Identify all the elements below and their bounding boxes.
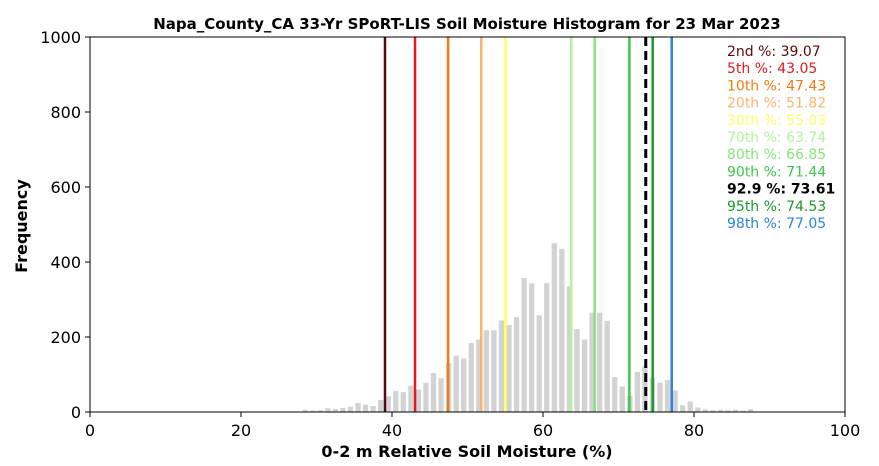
histogram-bar-27 (506, 325, 512, 412)
histogram-bar-49 (672, 390, 678, 412)
histogram-bar-59 (747, 409, 754, 412)
histogram-bar-56 (725, 410, 731, 413)
histogram-bar-14 (408, 385, 414, 412)
x-tick-label-3: 60 (533, 421, 553, 440)
y-tick-label-0: 0 (71, 403, 81, 422)
histogram-bar-23 (476, 339, 482, 413)
histogram-bar-3 (325, 408, 331, 412)
histogram-bar-21 (461, 358, 467, 413)
histogram-bar-37 (581, 339, 588, 413)
legend-entry-4: 30th %: 55.03 (727, 113, 826, 129)
histogram-bar-4 (332, 409, 339, 412)
histogram-bars (302, 243, 754, 413)
histogram-bar-41 (612, 377, 618, 413)
y-tick-label-2: 400 (50, 253, 81, 272)
histogram-bar-54 (710, 410, 716, 413)
histogram-bar-38 (589, 312, 595, 413)
histogram-bar-25 (491, 330, 497, 412)
histogram-bar-52 (695, 407, 701, 412)
histogram-bar-28 (513, 317, 520, 413)
histogram-bar-7 (355, 403, 361, 412)
legend-entry-5: 70th %: 63.74 (727, 130, 826, 146)
x-tick-label-0: 0 (85, 421, 95, 440)
histogram-bar-2 (317, 410, 323, 413)
y-tick-label-5: 1000 (40, 28, 81, 47)
percentile-lines (383, 37, 673, 412)
histogram-bar-16 (423, 382, 429, 412)
histogram-bar-51 (687, 401, 693, 412)
histogram-bar-57 (732, 409, 739, 412)
histogram-bar-58 (740, 410, 746, 412)
histogram-bar-24 (483, 330, 490, 412)
histogram-bar-32 (544, 283, 550, 412)
legend-entry-6: 80th %: 66.85 (727, 147, 826, 163)
histogram-bar-15 (415, 389, 422, 412)
plot-frame (89, 36, 846, 413)
histogram-bar-39 (596, 312, 603, 413)
histogram-bar-30 (529, 283, 535, 413)
legend-entry-0: 2nd %: 39.07 (727, 44, 821, 60)
histogram-bar-5 (340, 407, 346, 413)
histogram-bar-12 (393, 391, 399, 412)
histogram-bar-36 (574, 329, 580, 413)
histogram-bar-44 (634, 371, 641, 413)
histogram-bar-34 (559, 248, 565, 413)
legend-entry-8: 92.9 %: 73.61 (727, 182, 835, 198)
histogram-bar-26 (498, 320, 505, 412)
legend-entry-2: 10th %: 47.43 (727, 78, 826, 94)
histogram-bar-42 (619, 386, 625, 412)
histogram-bar-17 (430, 373, 437, 412)
histogram-bar-50 (680, 405, 686, 412)
x-tick-label-4: 80 (684, 421, 704, 440)
x-tick-label-1: 20 (231, 421, 251, 440)
histogram-bar-47 (657, 382, 663, 412)
y-axis-label: Frequency (12, 179, 31, 273)
y-tick-label-3: 600 (50, 178, 81, 197)
legend-entry-7: 90th %: 71.44 (727, 164, 826, 180)
histogram-bar-53 (702, 409, 708, 413)
histogram-bar-31 (536, 315, 542, 412)
histogram-bar-9 (370, 406, 376, 412)
histogram-bar-6 (347, 406, 354, 412)
legend-entry-10: 98th %: 77.05 (727, 216, 826, 232)
chart-title: Napa_County_CA 33-Yr SPoRT-LIS Soil Mois… (153, 15, 781, 33)
histogram-bar-33 (551, 243, 557, 412)
histogram-bar-18 (438, 378, 444, 412)
histogram-bar-35 (566, 286, 573, 413)
histogram-bar-11 (385, 396, 391, 412)
legend-entry-1: 5th %: 43.05 (727, 61, 817, 77)
legend-entry-9: 95th %: 74.53 (727, 199, 826, 215)
y-tick-label-1: 200 (50, 328, 81, 347)
histogram-bar-8 (362, 404, 369, 412)
y-axis-ticks: 0 200 400 600 800 1000 (40, 28, 90, 422)
y-tick-label-4: 800 (50, 103, 81, 122)
histogram-bar-20 (453, 355, 459, 412)
histogram-bar-48 (664, 380, 671, 413)
x-tick-label-2: 40 (382, 421, 402, 440)
histogram-bar-0 (302, 409, 308, 412)
histogram-bar-13 (400, 392, 406, 413)
histogram-bar-55 (717, 409, 724, 412)
x-tick-label-5: 100 (830, 421, 861, 440)
histogram-bar-10 (378, 400, 384, 412)
histogram-bar-22 (468, 343, 474, 412)
x-axis-label: 0-2 m Relative Soil Moisture (%) (321, 442, 612, 461)
histogram-bar-40 (604, 320, 610, 413)
histogram-bar-29 (521, 278, 527, 413)
legend-entry-3: 20th %: 51.82 (727, 96, 826, 112)
x-axis-ticks: 0 20 40 60 80 100 (85, 412, 860, 440)
histogram-bar-1 (310, 410, 316, 412)
